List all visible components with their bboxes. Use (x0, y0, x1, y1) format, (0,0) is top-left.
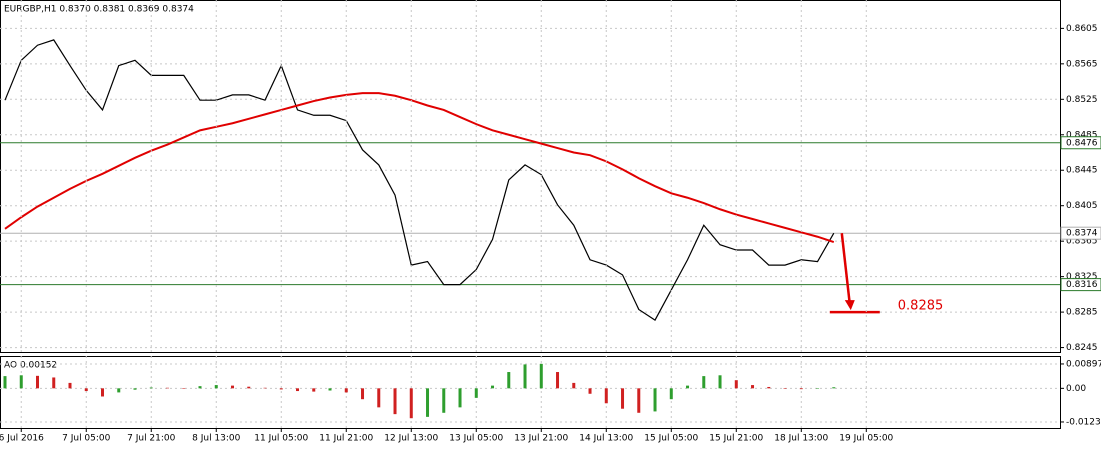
ao-bar (523, 364, 527, 389)
ao-bar (3, 376, 7, 389)
ao-bar (393, 388, 397, 415)
x-tick-label: 11 Jul 21:00 (319, 434, 373, 444)
ao-bar (442, 388, 446, 413)
level-label: 0.8316 (1066, 280, 1098, 290)
y-tick-label: -0.01238 (1066, 417, 1101, 427)
ao-bar (621, 388, 625, 409)
ao-bar (231, 385, 235, 389)
ao-bar (604, 388, 608, 404)
ao-bar (214, 385, 218, 389)
y-tick-label: 0.8445 (1066, 166, 1098, 176)
y-tick-label: 0.00 (1066, 384, 1086, 394)
y-tick-label: 0.8285 (1066, 308, 1098, 318)
ao-bar (686, 385, 690, 389)
ao-bar (68, 382, 72, 389)
y-tick-label: 0.8565 (1066, 59, 1098, 69)
target-label: 0.8285 (898, 299, 944, 314)
target-arrow (840, 233, 852, 305)
x-tick-label: 6 Jul 2016 (0, 434, 44, 444)
ao-bar (84, 388, 88, 392)
x-tick-label: 7 Jul 21:00 (127, 434, 176, 444)
ao-bar (556, 372, 560, 389)
ao-bar (133, 388, 137, 390)
x-tick-label: 12 Jul 13:00 (384, 434, 438, 444)
ao-bar (36, 375, 40, 389)
ao-bar (312, 388, 316, 392)
ao-bar (799, 388, 803, 390)
ao-bar (426, 388, 430, 417)
ao-bar (182, 388, 186, 389)
ao-bar (101, 388, 105, 397)
x-tick-label: 15 Jul 05:00 (644, 434, 698, 444)
y-tick-label: 0.00897 (1066, 359, 1101, 369)
main-panel-frame (0, 0, 1061, 353)
x-tick-label: 13 Jul 05:00 (449, 434, 503, 444)
ao-bar (734, 380, 738, 389)
y-tick-label: 0.8365 (1066, 237, 1098, 247)
ao-header: AO 0.00152 (4, 361, 57, 371)
ao-bar (702, 376, 706, 389)
target-arrowhead (844, 300, 855, 311)
ao-bar (409, 388, 413, 419)
ao-bar (458, 388, 462, 408)
ao-bar (149, 387, 153, 389)
ao-bar (247, 386, 251, 389)
level-label-box (1060, 226, 1101, 240)
price-line (4, 39, 835, 321)
ao-bar (539, 363, 543, 389)
ao-bar (751, 385, 755, 389)
x-tick-label: 18 Jul 13:00 (774, 434, 828, 444)
ao-bar (52, 377, 56, 389)
y-tick-label: 0.8485 (1066, 130, 1098, 140)
ao-bar (166, 387, 170, 389)
chart-header: EURGBP,H1 0.8370 0.8381 0.8369 0.8374 (4, 5, 194, 15)
ao-bar (653, 388, 657, 412)
ao-bar (507, 372, 511, 389)
level-label: 0.8476 (1066, 138, 1098, 148)
ao-bar (377, 388, 381, 408)
ao-panel-frame (0, 356, 1061, 429)
x-tick-label: 19 Jul 05:00 (839, 434, 893, 444)
level-label: 0.8374 (1066, 229, 1098, 239)
ao-bar (783, 388, 787, 389)
ao-bar (832, 387, 836, 389)
ao-bar (296, 388, 300, 392)
y-tick-label: 0.8325 (1066, 272, 1098, 282)
ao-bar (263, 387, 267, 389)
ao-bar (361, 388, 365, 400)
y-tick-label: 0.8245 (1066, 343, 1098, 353)
ao-bar (474, 388, 478, 398)
x-tick-label: 11 Jul 05:00 (254, 434, 308, 444)
ao-bar (588, 388, 592, 394)
level-label-box (1060, 136, 1101, 150)
x-tick-label: 15 Jul 21:00 (709, 434, 763, 444)
ao-bar (816, 388, 820, 389)
ao-bar (117, 388, 121, 393)
level-label-box (1060, 278, 1101, 292)
ao-bar (491, 385, 495, 389)
ao-bar (198, 386, 202, 389)
ao-bar (19, 375, 23, 389)
ao-bar (328, 388, 332, 391)
x-tick-label: 8 Jul 13:00 (192, 434, 241, 444)
ao-bar (637, 388, 641, 413)
x-tick-label: 14 Jul 13:00 (579, 434, 633, 444)
y-tick-label: 0.8525 (1066, 95, 1098, 105)
y-tick-label: 0.8405 (1066, 201, 1098, 211)
x-tick-label: 7 Jul 05:00 (62, 434, 111, 444)
ao-bar (572, 382, 576, 389)
y-tick-label: 0.8605 (1066, 24, 1098, 34)
ao-bar (669, 388, 673, 400)
moving-average (4, 92, 835, 244)
ao-bar (767, 386, 771, 389)
x-tick-label: 13 Jul 21:00 (514, 434, 568, 444)
ao-bar (718, 375, 722, 389)
ao-bar (279, 388, 283, 390)
ao-bar (344, 388, 348, 393)
